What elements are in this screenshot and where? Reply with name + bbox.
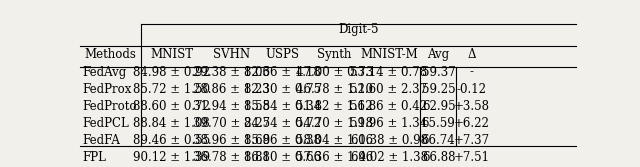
- Text: Δ: Δ: [468, 48, 476, 61]
- Text: 53.14 ± 0.78: 53.14 ± 0.78: [351, 66, 428, 79]
- Text: FedPCL: FedPCL: [83, 117, 129, 130]
- Text: 46.78 ± 1.10: 46.78 ± 1.10: [296, 83, 373, 96]
- Text: 85.72 ± 1.50: 85.72 ± 1.50: [133, 83, 211, 96]
- Text: 82.30 ± 0.75: 82.30 ± 0.75: [244, 83, 321, 96]
- Text: 66.74: 66.74: [422, 134, 456, 147]
- Text: 61.38 ± 0.98: 61.38 ± 0.98: [351, 134, 428, 147]
- Text: 88.60 ± 0.72: 88.60 ± 0.72: [133, 100, 211, 113]
- Text: 59.25: 59.25: [422, 83, 456, 96]
- Text: Avg: Avg: [428, 48, 450, 61]
- Text: -0.12: -0.12: [457, 83, 487, 96]
- Text: +3.58: +3.58: [454, 100, 490, 113]
- Text: 31.94 ± 1.58: 31.94 ± 1.58: [193, 100, 270, 113]
- Text: 39.70 ± 2.25: 39.70 ± 2.25: [193, 117, 270, 130]
- Text: 66.88: 66.88: [422, 151, 455, 164]
- Text: USPS: USPS: [266, 48, 300, 61]
- Text: SVHN: SVHN: [212, 48, 250, 61]
- Text: MNIST: MNIST: [150, 48, 193, 61]
- Text: 54.70 ± 1.18: 54.70 ± 1.18: [296, 117, 373, 130]
- Text: +7.51: +7.51: [454, 151, 490, 164]
- Text: 28.86 ± 1.23: 28.86 ± 1.23: [193, 83, 269, 96]
- Text: 82.36 ± 1.18: 82.36 ± 1.18: [244, 66, 321, 79]
- Text: 29.38 ± 1.06: 29.38 ± 1.06: [193, 66, 270, 79]
- Text: 84.98 ± 0.92: 84.98 ± 0.92: [133, 66, 211, 79]
- Text: Methods: Methods: [84, 48, 136, 61]
- Text: Synth: Synth: [317, 48, 351, 61]
- Text: 90.12 ± 1.39: 90.12 ± 1.39: [133, 151, 211, 164]
- Text: FedAvg: FedAvg: [83, 66, 127, 79]
- Text: 62.95: 62.95: [422, 100, 456, 113]
- Text: 64.02 ± 1.38: 64.02 ± 1.38: [351, 151, 428, 164]
- Text: 65.59: 65.59: [422, 117, 456, 130]
- Text: 86.10 ± 0.66: 86.10 ± 0.66: [244, 151, 321, 164]
- Text: -: -: [470, 66, 474, 79]
- Text: 57.36 ± 1.96: 57.36 ± 1.96: [296, 151, 373, 164]
- Text: 59.37: 59.37: [422, 66, 456, 79]
- Text: 51.82 ± 1.12: 51.82 ± 1.12: [296, 100, 372, 113]
- Text: 84.74 ± 0.72: 84.74 ± 0.72: [244, 117, 321, 130]
- Text: 38.96 ± 1.69: 38.96 ± 1.69: [193, 134, 270, 147]
- Text: MNIST-M: MNIST-M: [360, 48, 418, 61]
- Text: FedProx: FedProx: [83, 83, 132, 96]
- Text: 89.46 ± 0.55: 89.46 ± 0.55: [133, 134, 211, 147]
- Text: 47.00 ± 0.73: 47.00 ± 0.73: [296, 66, 373, 79]
- Text: 56.86 ± 0.42: 56.86 ± 0.42: [351, 100, 428, 113]
- Text: 88.84 ± 1.08: 88.84 ± 1.08: [133, 117, 210, 130]
- Text: +6.22: +6.22: [454, 117, 490, 130]
- Text: FedFA: FedFA: [83, 134, 120, 147]
- Text: 59.96 ± 1.34: 59.96 ± 1.34: [350, 117, 428, 130]
- Text: +7.37: +7.37: [454, 134, 490, 147]
- Text: 36.78 ± 1.88: 36.78 ± 1.88: [193, 151, 269, 164]
- Text: 58.04 ± 1.06: 58.04 ± 1.06: [296, 134, 373, 147]
- Text: FedProto: FedProto: [83, 100, 137, 113]
- Text: 85.86 ± 0.38: 85.86 ± 0.38: [244, 134, 321, 147]
- Text: 85.54 ± 0.34: 85.54 ± 0.34: [244, 100, 321, 113]
- Text: Digit-5: Digit-5: [338, 23, 378, 36]
- Text: 52.60 ± 2.37: 52.60 ± 2.37: [351, 83, 428, 96]
- Text: FPL: FPL: [83, 151, 106, 164]
